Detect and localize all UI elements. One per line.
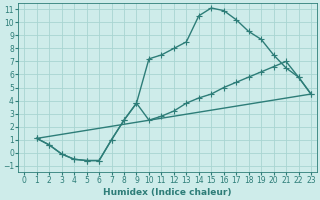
X-axis label: Humidex (Indice chaleur): Humidex (Indice chaleur) bbox=[103, 188, 232, 197]
